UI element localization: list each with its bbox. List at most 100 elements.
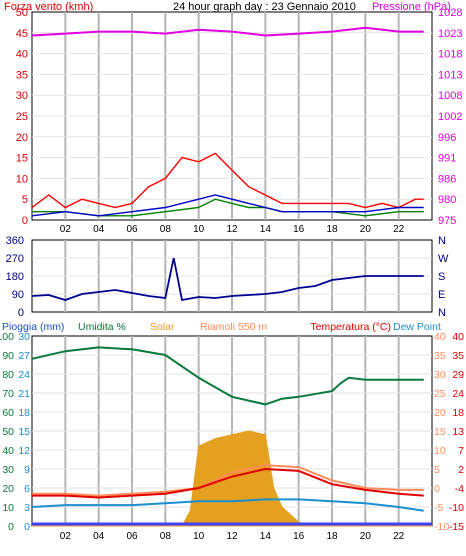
bottom-x-tick-16: 16 <box>293 531 305 542</box>
pressure-tick-1002: 1002 <box>438 111 462 123</box>
direction-degree-labels: 360 270 180 90 0 <box>6 235 24 319</box>
temperature-tick-8: 0 <box>434 483 440 495</box>
compass-tick-4: N <box>438 307 446 319</box>
pressure-tick-991: 991 <box>438 153 456 165</box>
humidity-tick-2: 80 <box>2 369 14 381</box>
bottom-x-tick-10: 10 <box>193 531 205 542</box>
rain-tick-4: 18 <box>18 407 30 419</box>
temperature-series <box>32 467 424 499</box>
temperature-tick-1: 35 <box>434 350 446 362</box>
direction-series-0 <box>31 257 424 302</box>
bottom-legend-label-0: Pioggia (mm) <box>2 321 64 333</box>
direction-tick-270: 270 <box>6 253 24 265</box>
solar-series <box>32 430 432 527</box>
wind-tick-25: 25 <box>16 111 28 123</box>
pressure-tick-1013: 1013 <box>438 69 462 81</box>
wind-tick-10: 10 <box>16 173 28 185</box>
dewpoint-tick-7: 2 <box>458 464 464 476</box>
pressure-axis-title: Pressione (hPa) <box>372 1 451 13</box>
humidity-tick-10: 0 <box>8 521 14 533</box>
wind-tick-0: 0 <box>22 215 28 227</box>
rain-tick-2: 24 <box>18 369 30 381</box>
pressure-tick-labels: 1028 1023 1018 1013 1008 1002 996 991 986 980 975 <box>438 7 462 227</box>
pressure-tick-975: 975 <box>438 215 456 227</box>
top-x-tick-22: 22 <box>393 224 405 235</box>
humidity-tick-8: 20 <box>2 483 14 495</box>
top-x-tick-06: 06 <box>126 224 138 235</box>
dewpoint-tick-6: 7 <box>458 445 464 457</box>
temperature-tick-6: 10 <box>434 445 446 457</box>
bottom-x-tick-02: 02 <box>60 531 72 542</box>
bottom-x-tick-12: 12 <box>226 531 238 542</box>
rain-tick-5: 15 <box>18 426 30 438</box>
bottom-legend-label-5: Dew Point <box>393 321 441 333</box>
compass-tick-2: S <box>438 271 445 283</box>
wind-tick-35: 35 <box>16 69 28 81</box>
pressure-tick-1008: 1008 <box>438 90 462 102</box>
bottom-tick-labels: 1003040409027353580243029702125246018201… <box>0 331 464 533</box>
top-x-tick-20: 20 <box>360 224 372 235</box>
wind-tick-30: 30 <box>16 90 28 102</box>
temperature-tick-2: 30 <box>434 369 446 381</box>
dew-point-series <box>31 498 424 512</box>
top-x-tick-10: 10 <box>193 224 205 235</box>
dewpoint-tick-0: 40 <box>452 331 464 343</box>
top-series-0 <box>31 26 424 37</box>
top-x-tick-12: 12 <box>226 224 238 235</box>
temperature-humidity-panel: Pioggia (mm) Umidita % Solar Riamoli 550 m T… <box>0 321 464 542</box>
wind-tick-45: 45 <box>16 28 28 40</box>
bottom-legend-labels: Pioggia (mm) Umidita % Solar Riamoli 550 m T… <box>2 321 441 333</box>
top-series-3 <box>31 194 424 217</box>
wind-pressure-panel: Forza vento (kmh) 24 hour graph day : 23… <box>4 1 462 235</box>
bottom-x-tick-14: 14 <box>260 531 272 542</box>
bottom-legend-label-1: Umidita % <box>78 321 126 333</box>
top-x-tick-04: 04 <box>93 224 105 235</box>
dewpoint-tick-5: 13 <box>452 426 464 438</box>
rain-tick-3: 21 <box>18 388 30 400</box>
direction-tick-0: 0 <box>18 307 24 319</box>
rain-tick-10: 0 <box>24 521 30 533</box>
pressure-tick-986: 986 <box>438 173 456 185</box>
temperature-tick-0: 40 <box>434 331 446 343</box>
bot-series <box>31 346 432 527</box>
wind-tick-50: 50 <box>16 7 28 19</box>
bottom-x-tick-06: 06 <box>126 531 138 542</box>
top-x-tick-02: 02 <box>60 224 72 235</box>
pressure-tick-996: 996 <box>438 132 456 144</box>
bottom-legend-label-4: Temperatura (°C) <box>310 321 391 333</box>
chart-title: 24 hour graph day : 23 Gennaio 2010 <box>173 1 356 13</box>
compass-tick-1: W <box>438 253 449 265</box>
top-series-1 <box>31 152 424 209</box>
rain-tick-9: 3 <box>24 502 30 514</box>
top-grid <box>32 12 432 220</box>
bottom-x-tick-20: 20 <box>360 531 372 542</box>
temperature-tick-7: 5 <box>434 464 440 476</box>
rain-tick-0: 30 <box>18 331 30 343</box>
bottom-x-tick-08: 08 <box>160 531 172 542</box>
pressure-tick-1023: 1023 <box>438 28 462 40</box>
top-series-2 <box>32 198 424 217</box>
wind-tick-40: 40 <box>16 49 28 61</box>
rain-tick-7: 9 <box>24 464 30 476</box>
mid-series <box>31 257 424 302</box>
direction-tick-180: 180 <box>6 271 24 283</box>
wind-tick-15: 15 <box>16 153 28 165</box>
compass-tick-3: E <box>438 289 445 301</box>
humidity-tick-5: 50 <box>2 426 14 438</box>
bottom-x-tick-labels: 02 04 06 08 10 12 14 16 18 20 22 <box>60 531 405 542</box>
humidity-tick-3: 70 <box>2 388 14 400</box>
top-x-tick-08: 08 <box>160 224 172 235</box>
dewpoint-tick-10: -15 <box>449 521 464 533</box>
temperature-tick-5: 15 <box>434 426 446 438</box>
bottom-legend-label-3: Riamoli 550 m <box>200 321 267 333</box>
compass-tick-0: N <box>438 235 446 247</box>
temperature-tick-10: -10 <box>434 521 449 533</box>
temperature-tick-4: 20 <box>434 407 446 419</box>
top-series <box>31 26 424 217</box>
bottom-x-tick-04: 04 <box>93 531 105 542</box>
humidity-tick-0: 100 <box>0 331 14 343</box>
